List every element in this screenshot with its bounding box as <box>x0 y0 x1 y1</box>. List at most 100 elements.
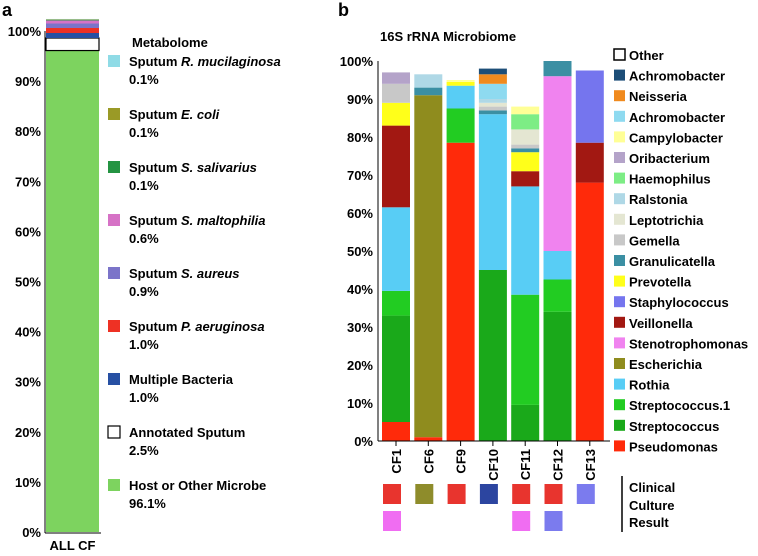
y-tick-label: 70% <box>347 168 373 183</box>
bar-segment <box>46 19 99 20</box>
legend-label: Ralstonia <box>629 192 688 207</box>
y-tick-label: 100% <box>340 54 374 69</box>
legend-value: 1.0% <box>129 390 159 405</box>
y-tick-label: 30% <box>15 375 41 390</box>
legend-swatch <box>613 48 626 61</box>
x-tick-label: CF11 <box>518 449 533 480</box>
y-tick-label: 60% <box>15 224 41 239</box>
bar-segment <box>478 110 507 115</box>
y-tick-label: 50% <box>347 244 373 259</box>
legend-label: Streptococcus.1 <box>629 398 730 413</box>
clinical-label-1: Clinical <box>629 480 675 495</box>
legend-value: 1.0% <box>129 337 159 352</box>
legend-value: 0.9% <box>129 284 159 299</box>
y-tick-label: 60% <box>347 206 373 221</box>
bar-segment <box>543 251 572 280</box>
legend-label: Rothia <box>629 378 670 393</box>
y-tick-label: 90% <box>347 92 373 107</box>
bar-segment <box>511 144 540 149</box>
culture-square <box>544 511 563 531</box>
legend-label: Sputum E. coli <box>129 107 220 122</box>
bar-segment <box>575 182 604 441</box>
bar-segment <box>382 290 410 316</box>
culture-square <box>415 484 434 504</box>
panel-a-y-axis: 0% 10% 20% 30% 40% 50% 60% 70% 80% 90% 100% <box>8 24 42 540</box>
legend-swatch <box>108 214 120 226</box>
legend-label: Achromobacter <box>629 110 725 125</box>
bar-segment <box>414 437 443 441</box>
legend-label: Neisseria <box>629 89 688 104</box>
bar-segment <box>414 74 443 88</box>
legend-value: 0.1% <box>129 72 159 87</box>
panel-a-x-axis: ALL CF <box>50 538 96 553</box>
culture-square <box>544 484 563 504</box>
y-tick-label: 10% <box>347 396 373 411</box>
legend-swatch <box>614 337 625 349</box>
x-tick-label: CF6 <box>421 449 436 474</box>
panel-b-letter: b <box>338 0 349 20</box>
legend-value: 96.1% <box>129 496 166 511</box>
legend-label: Gemella <box>629 233 680 248</box>
bar-segment <box>478 99 507 103</box>
x-tick-label: CF9 <box>454 449 469 474</box>
legend-swatch <box>107 425 121 439</box>
x-tick-label: CF12 <box>551 449 566 481</box>
y-tick-label: 70% <box>15 174 41 189</box>
legend-label: Campylobacter <box>629 130 723 145</box>
legend-label: Annotated Sputum <box>129 425 245 440</box>
panel-b-title: 16S rRNA Microbiome <box>380 29 516 44</box>
bar-segment <box>543 279 572 312</box>
culture-square <box>479 484 498 504</box>
y-tick-label: 30% <box>347 320 373 335</box>
legend-value: 0.6% <box>129 231 159 246</box>
x-tick-label: CF10 <box>486 449 501 481</box>
culture-square <box>512 511 531 531</box>
legend-swatch <box>614 275 625 287</box>
bar-segment <box>414 87 443 96</box>
bar-segment <box>382 72 410 84</box>
panel-a-bars <box>44 18 101 534</box>
bar-segment <box>446 85 475 109</box>
legend-label: Prevotella <box>629 275 692 290</box>
culture-square <box>512 484 531 504</box>
bar-segment <box>382 125 410 208</box>
legend-swatch <box>108 267 120 279</box>
y-tick-label: 0% <box>354 434 373 449</box>
bar-segment <box>46 18 99 20</box>
bar-segment <box>511 186 540 295</box>
legend-swatch <box>614 296 625 308</box>
bar-segment <box>511 404 540 441</box>
legend-swatch <box>614 152 625 163</box>
bar-segment <box>46 33 99 39</box>
culture-square <box>383 511 401 531</box>
legend-label: Escherichia <box>629 357 703 372</box>
bar-segment <box>446 142 475 441</box>
legend-value: 0.1% <box>129 178 159 193</box>
bar-segment <box>478 83 507 99</box>
legend-swatch <box>614 193 625 205</box>
clinical-label-2: Culture <box>629 498 675 513</box>
y-tick-label: 10% <box>15 475 41 490</box>
legend-swatch <box>108 479 120 491</box>
bar-segment <box>511 114 540 130</box>
clinical-culture-squares <box>383 484 595 531</box>
x-tick-label: CF1 <box>389 449 404 474</box>
panel-b-bars <box>377 61 610 446</box>
y-tick-label: 40% <box>15 325 41 340</box>
legend-label: Oribacterium <box>629 151 710 166</box>
legend-label: Host or Other Microbe <box>129 478 266 493</box>
panel-a-letter: a <box>2 0 13 20</box>
bar-segment <box>478 106 507 111</box>
bar-segment <box>414 95 443 438</box>
legend-label: Sputum S. aureus <box>129 266 240 281</box>
legend-value: 2.5% <box>129 443 159 458</box>
y-tick-label: 80% <box>347 130 373 145</box>
bar-segment <box>382 102 410 126</box>
bar-segment <box>543 311 572 441</box>
y-tick-label: 80% <box>15 124 41 139</box>
bar-segment <box>478 74 507 84</box>
legend-swatch <box>108 108 120 120</box>
legend-swatch <box>614 419 625 431</box>
bar-segment <box>511 171 540 187</box>
